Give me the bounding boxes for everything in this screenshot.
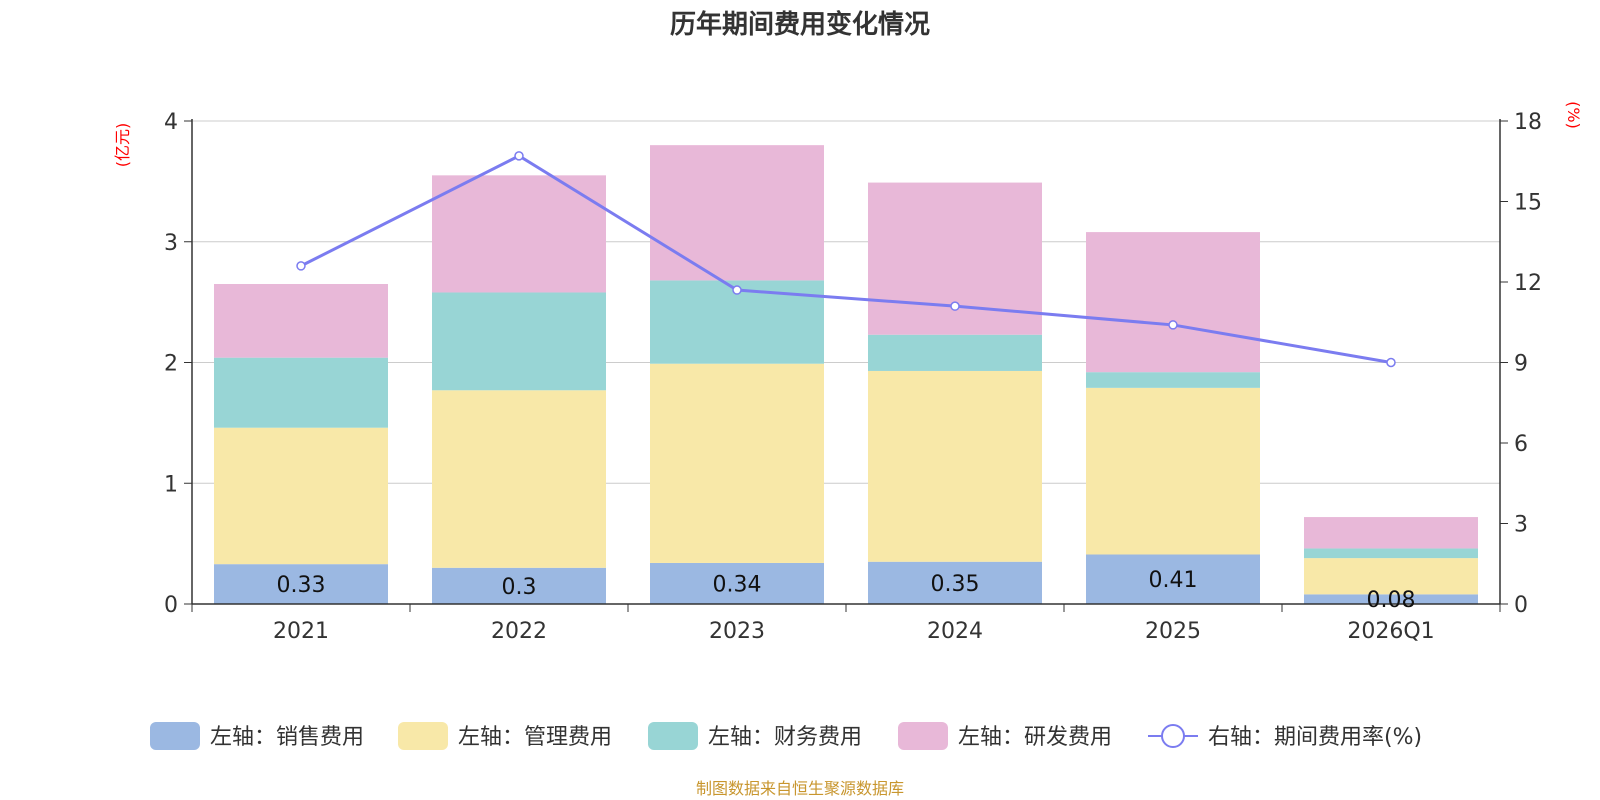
bar-segment <box>868 334 1042 371</box>
legend-label: 左轴：销售费用 <box>210 725 364 750</box>
bar-segment <box>1304 517 1478 549</box>
right-tick-label: 3 <box>1514 513 1528 538</box>
right-axis-unit: (%) <box>1564 101 1583 129</box>
bar-segment <box>214 284 388 358</box>
rate-point <box>950 301 960 311</box>
rate-point <box>732 285 742 295</box>
x-tick-label: 2024 <box>927 619 983 644</box>
x-tick-label: 2026Q1 <box>1347 619 1434 644</box>
bar-segment <box>650 363 824 563</box>
left-tick-label: 4 <box>164 110 178 135</box>
left-tick-label: 3 <box>164 231 178 256</box>
legend-label: 左轴：财务费用 <box>708 725 862 750</box>
bar-segment <box>650 145 824 281</box>
bar-segment <box>214 427 388 565</box>
rate-line <box>296 151 1396 368</box>
rate-point <box>1168 320 1178 330</box>
x-tick-label: 2023 <box>709 619 765 644</box>
left-tick-label: 2 <box>164 352 178 377</box>
bar-data-label: 0.33 <box>277 573 326 598</box>
bar-data-label: 0.3 <box>502 575 537 600</box>
bar-data-label: 0.41 <box>1149 568 1198 593</box>
bar-segment <box>1304 548 1478 559</box>
left-tick-label: 0 <box>164 593 178 618</box>
right-tick-label: 6 <box>1514 432 1528 457</box>
bar-segment <box>214 357 388 428</box>
bar-segment <box>432 567 606 604</box>
bar-segment <box>1086 387 1260 555</box>
bar-segment <box>214 564 388 604</box>
bar-data-label: 0.34 <box>713 572 762 597</box>
right-tick-label: 18 <box>1514 110 1542 135</box>
rate-point <box>1386 357 1396 368</box>
bar-segment <box>1086 554 1260 604</box>
left-axis-unit: (亿元) <box>113 123 132 168</box>
gridlines <box>192 120 1500 484</box>
x-tick-label: 2025 <box>1145 619 1201 644</box>
right-tick-label: 9 <box>1514 352 1528 377</box>
bar-segment <box>868 561 1042 604</box>
legend-swatch <box>648 722 698 750</box>
legend-label: 左轴：管理费用 <box>458 725 612 750</box>
bar-series <box>214 145 1478 604</box>
bar-segment <box>1086 232 1260 373</box>
bar-data-label: 0.35 <box>931 572 980 597</box>
legend-label: 左轴：研发费用 <box>958 725 1112 750</box>
right-tick-label: 0 <box>1514 593 1528 618</box>
legend-swatch <box>898 722 948 750</box>
right-tick-label: 12 <box>1514 271 1542 296</box>
data-labels: 0.33 0.3 0.34 0.35 0.41 0.08 <box>277 568 1416 613</box>
bar-segment <box>868 370 1042 562</box>
bar-segment <box>1304 558 1478 595</box>
legend-swatch <box>398 722 448 750</box>
legend-label: 右轴：期间费用率(%) <box>1208 725 1422 750</box>
left-tick-label: 1 <box>164 472 178 497</box>
bar-segment <box>432 175 606 293</box>
bar-data-label: 0.08 <box>1367 588 1416 613</box>
bar-segment <box>432 390 606 568</box>
rate-point <box>514 151 524 161</box>
source-note: 制图数据来自恒生聚源数据库 <box>696 779 904 798</box>
right-tick-label: 15 <box>1514 191 1542 216</box>
legend-marker <box>1161 724 1185 748</box>
bar-segment <box>1086 372 1260 388</box>
bar-segment <box>432 292 606 391</box>
rate-point <box>296 261 306 271</box>
legend-swatch <box>150 722 200 750</box>
bar-segment <box>1304 594 1478 604</box>
x-tick-label: 2022 <box>491 619 547 644</box>
rate-line-path <box>300 154 1392 364</box>
chart-title: 历年期间费用变化情况 <box>670 9 930 40</box>
bar-segment <box>650 562 824 604</box>
legend: 左轴：销售费用 左轴：管理费用 左轴：财务费用 左轴：研发费用 右轴：期间费用率(%) <box>150 722 1422 750</box>
x-tick-label: 2021 <box>273 619 329 644</box>
